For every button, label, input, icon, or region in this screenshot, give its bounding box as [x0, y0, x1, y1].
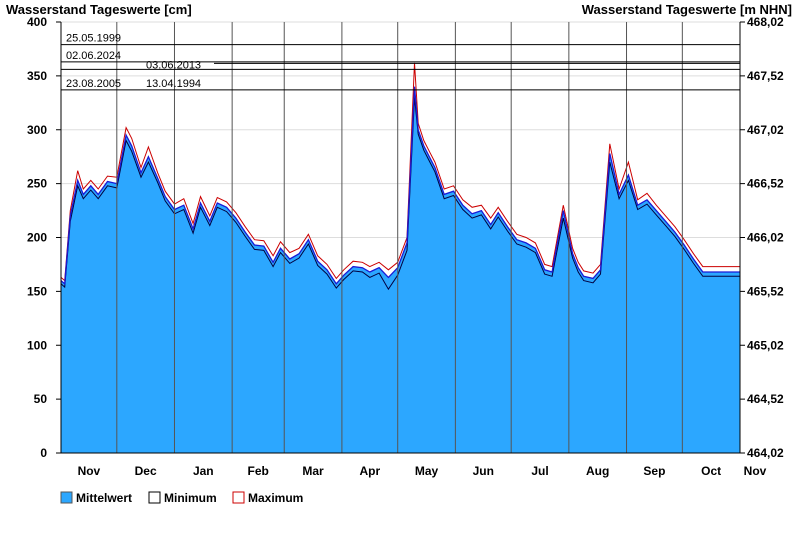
y2-tick-label: 464,02 — [747, 446, 784, 460]
y-tick-label: 250 — [27, 177, 47, 191]
legend-label-minimum: Minimum — [164, 491, 217, 505]
x-tick-label: Sep — [643, 464, 665, 478]
x-tick-label: Apr — [359, 464, 380, 478]
x-tick-label: Mar — [302, 464, 324, 478]
y2-tick-label: 466,52 — [747, 177, 784, 191]
reference-label: 13.04.1994 — [146, 78, 201, 90]
x-tick-label: Oct — [701, 464, 721, 478]
legend-swatch-mittelwert — [60, 491, 73, 504]
y2-tick-label: 468,02 — [747, 15, 784, 29]
chart-title-left: Wasserstand Tageswerte [cm] — [6, 2, 192, 17]
x-tick-label: Feb — [248, 464, 269, 478]
series-area-mittelwert — [61, 86, 740, 453]
y-tick-label: 400 — [27, 15, 47, 29]
y2-tick-label: 464,52 — [747, 392, 784, 406]
y-tick-label: 300 — [27, 123, 47, 137]
y2-tick-label: 467,02 — [747, 123, 784, 137]
x-tick-label: May — [415, 464, 439, 478]
y-tick-label: 150 — [27, 284, 47, 298]
y-tick-label: 100 — [27, 338, 47, 352]
legend-swatch-minimum — [148, 491, 161, 504]
legend-label-maximum: Maximum — [248, 491, 303, 505]
y-tick-label: 200 — [27, 231, 47, 245]
x-tick-label: Nov — [744, 464, 767, 478]
x-tick-label: Aug — [586, 464, 609, 478]
y-tick-label: 350 — [27, 69, 47, 83]
legend-swatch-maximum — [232, 491, 245, 504]
y-tick-label: 0 — [40, 446, 47, 460]
chart-title-right: Wasserstand Tageswerte [m NHN] — [582, 2, 792, 17]
x-tick-label: Nov — [78, 464, 101, 478]
x-tick-label: Jun — [473, 464, 494, 478]
y2-tick-label: 465,02 — [747, 338, 784, 352]
y2-tick-label: 467,52 — [747, 69, 784, 83]
legend-label-mittelwert: Mittelwert — [76, 491, 132, 505]
y-tick-label: 50 — [34, 392, 48, 406]
reference-label: 02.06.2024 — [66, 50, 121, 62]
y2-tick-label: 466,02 — [747, 231, 784, 245]
reference-label: 23.08.2005 — [66, 78, 121, 90]
y2-tick-label: 465,52 — [747, 284, 784, 298]
x-tick-label: Jan — [193, 464, 214, 478]
reference-label: 03.06.2013 — [146, 59, 201, 71]
x-tick-label: Dec — [135, 464, 157, 478]
x-tick-label: Jul — [531, 464, 548, 478]
reference-label: 25.05.1999 — [66, 33, 121, 45]
